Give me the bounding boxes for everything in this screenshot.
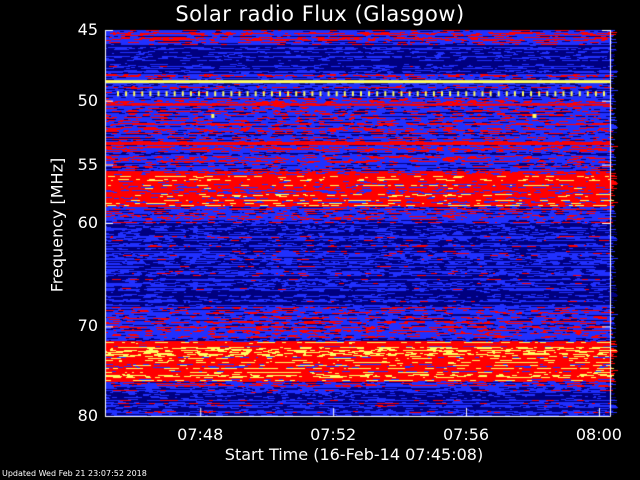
y-tick-label: 50 (77, 90, 98, 110)
y-tick-label: 70 (77, 316, 98, 336)
y-tick-label: 80 (77, 406, 98, 425)
y-tick-label: 45 (77, 20, 98, 39)
updated-timestamp: Updated Wed Feb 21 23:07:52 2018 (2, 469, 147, 478)
x-tick-label: 08:00 (575, 425, 622, 444)
y-tick-label: 55 (77, 154, 98, 174)
x-axis-label: Start Time (16-Feb-14 07:45:08) (224, 445, 484, 464)
x-tick-label: 07:52 (310, 425, 357, 444)
y-tick-label: 60 (77, 213, 98, 232)
x-tick-label: 07:56 (442, 425, 490, 444)
x-tick-label: 07:48 (177, 425, 224, 444)
chart-title: Solar radio Flux (Glasgow) (175, 2, 465, 26)
